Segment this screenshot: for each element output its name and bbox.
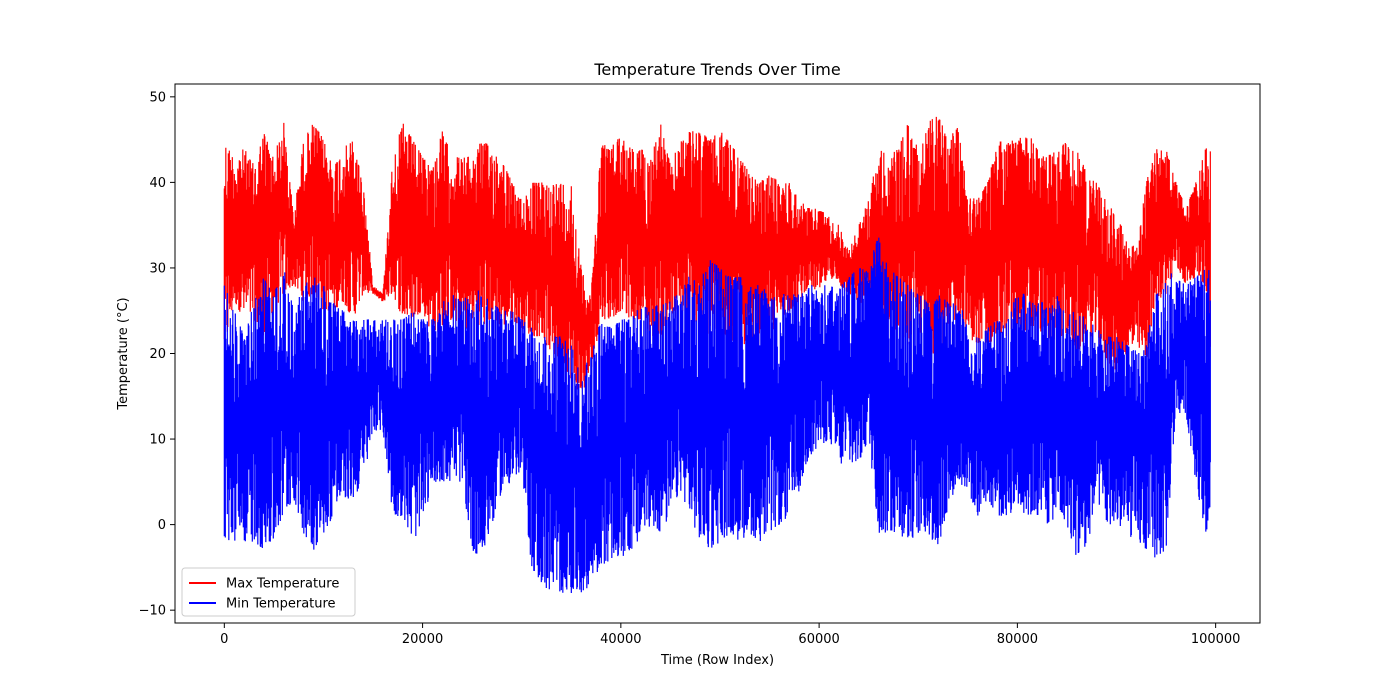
x-axis: 0 20000 40000 60000 80000 100000 bbox=[220, 623, 1240, 647]
y-tick-label: −10 bbox=[139, 604, 166, 619]
y-tick-label: 0 bbox=[158, 518, 166, 533]
x-tick-label: 100000 bbox=[1191, 632, 1241, 647]
y-tick-label: 10 bbox=[149, 433, 166, 448]
series-layer bbox=[223, 116, 1211, 594]
y-tick-label: 40 bbox=[149, 176, 166, 191]
series-min-temperature bbox=[223, 237, 1211, 594]
y-tick-label: 50 bbox=[149, 90, 166, 105]
series-max-temperature bbox=[223, 116, 1211, 390]
series-line bbox=[223, 237, 1211, 594]
legend-box bbox=[181, 567, 356, 617]
x-axis-label: Time (Row Index) bbox=[660, 653, 774, 668]
x-tick-label: 60000 bbox=[798, 632, 839, 647]
legend-label: Min Temperature bbox=[226, 597, 336, 612]
y-tick-label: 30 bbox=[149, 261, 166, 276]
x-tick-label: 40000 bbox=[600, 632, 641, 647]
x-tick-label: 0 bbox=[220, 632, 228, 647]
x-tick-label: 20000 bbox=[402, 632, 443, 647]
chart-title: Temperature Trends Over Time bbox=[593, 60, 840, 79]
legend: Max Temperature Min Temperature bbox=[181, 567, 356, 617]
y-tick-label: 20 bbox=[149, 347, 166, 362]
x-tick-label: 80000 bbox=[997, 632, 1038, 647]
legend-label: Max Temperature bbox=[226, 577, 339, 592]
y-axis-label: Temperature (°C) bbox=[116, 297, 131, 410]
y-axis: −10 0 10 20 30 40 50 bbox=[139, 90, 175, 619]
series-line bbox=[223, 116, 1211, 390]
